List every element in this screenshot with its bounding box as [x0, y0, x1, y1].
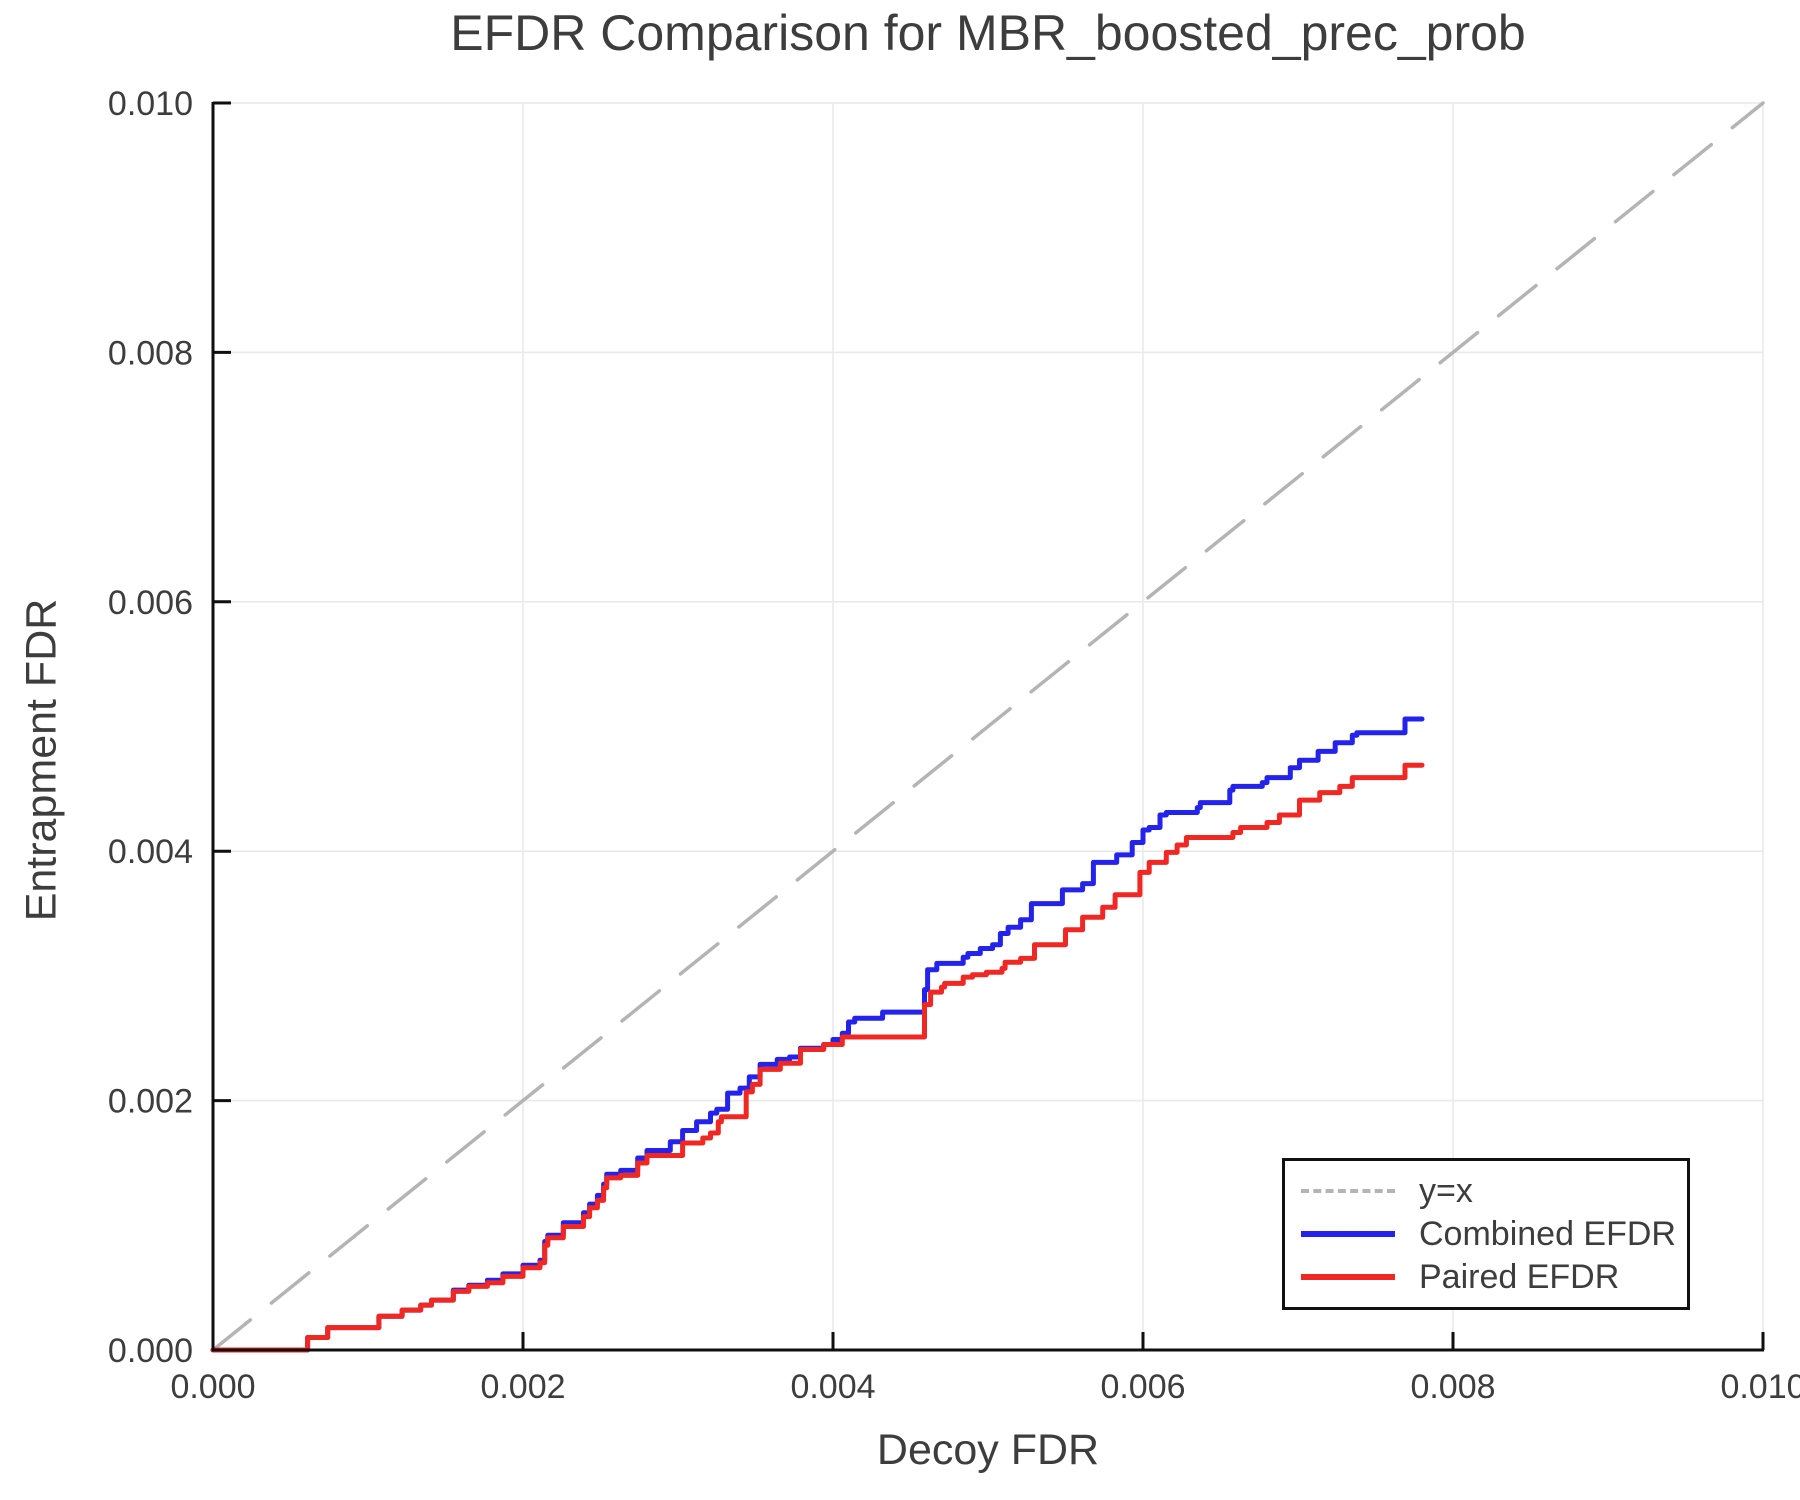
legend-item-paired-efdr: Paired EFDR [1301, 1258, 1687, 1296]
legend-item-yx: y=x [1301, 1172, 1687, 1210]
legend-item-combined-efdr: Combined EFDR [1301, 1215, 1687, 1253]
x-axis-title: Decoy FDR [876, 1426, 1100, 1474]
y-tick-label: 0.000 [108, 1332, 193, 1370]
series-line-paired-efdr [210, 762, 1425, 1353]
legend-label-combined-efdr: Combined EFDR [1419, 1215, 1676, 1253]
chart-title: EFDR Comparison for MBR_boosted_prec_pro… [450, 5, 1526, 61]
x-tick-label: 0.004 [790, 1368, 875, 1406]
dashed-line-sample-icon [1301, 1189, 1395, 1193]
y-tick-label: 0.004 [108, 833, 193, 871]
x-tick-label: 0.006 [1100, 1368, 1185, 1406]
legend-label-yx: y=x [1419, 1172, 1473, 1210]
y-tick-label: 0.006 [108, 584, 193, 622]
x-tick-label: 0.008 [1410, 1368, 1495, 1406]
y-tick-label: 0.010 [108, 85, 193, 123]
y-tick-label: 0.002 [108, 1083, 193, 1121]
series-line-combined-efdr [210, 716, 1425, 1353]
x-tick-label: 0.000 [170, 1368, 255, 1406]
legend-label-paired-efdr: Paired EFDR [1419, 1258, 1620, 1296]
series-line-y-x [211, 101, 1765, 1352]
y-tick-label: 0.008 [108, 334, 193, 372]
red-line-sample-icon [1301, 1274, 1395, 1280]
legend: y=x Combined EFDR Paired EFDR [1282, 1158, 1690, 1310]
blue-line-sample-icon [1301, 1231, 1395, 1237]
x-tick-label: 0.010 [1720, 1368, 1800, 1406]
x-tick-label: 0.002 [480, 1368, 565, 1406]
